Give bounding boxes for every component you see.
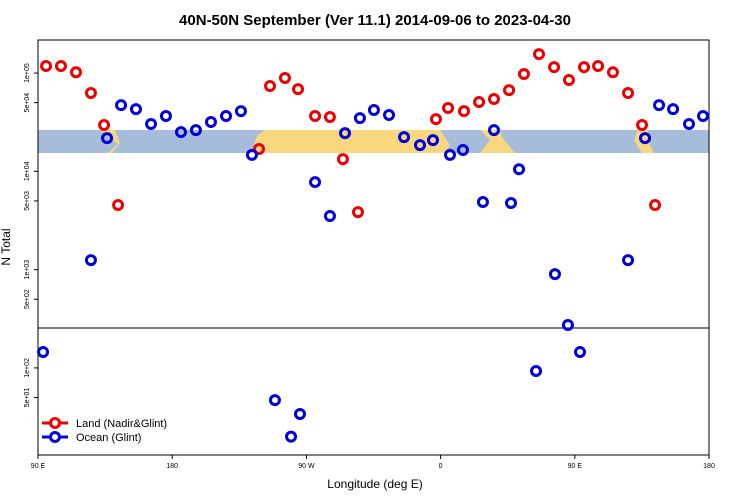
point [561,319,574,332]
point [309,176,322,189]
point [336,153,349,166]
land-shape [38,130,709,153]
chart-title: 40N-50N September (Ver 11.1) 2014-09-06 … [179,12,571,29]
y-tick-label: 1e+02 [24,358,31,378]
y-axis-label: N Total [0,228,13,265]
point [487,124,500,137]
point [548,268,561,281]
point [285,430,298,443]
point [513,163,526,176]
x-tick-label: 90 E [568,463,583,470]
point [667,103,680,116]
point [548,61,561,74]
y-tick-label: 5e+01 [24,388,31,408]
point [398,131,411,144]
point [234,105,247,118]
point [606,66,619,79]
point [220,109,233,122]
point [278,72,291,85]
point [426,134,439,147]
legend-label: Ocean (Glint) [76,432,141,444]
point [476,196,489,209]
point [252,142,265,155]
point [443,148,456,161]
y-tick-label: 1e+04 [24,161,31,181]
x-tick-label: 180 [166,463,178,470]
point [84,86,97,99]
point [639,132,652,145]
y-tick-label: 1e+05 [24,63,31,83]
point [367,103,380,116]
point [649,199,662,212]
legend-marker [49,431,61,443]
point [189,124,202,137]
point [174,126,187,139]
y-tick-label: 5e+02 [24,289,31,309]
point [517,68,530,81]
point [101,132,114,145]
point [351,206,364,219]
point [578,61,591,74]
point [339,127,352,140]
point [503,84,516,97]
point [383,109,396,122]
point [562,74,575,87]
point [145,118,158,131]
y-tick-label: 5e+03 [24,191,31,211]
point [292,83,305,96]
point [473,96,486,109]
point [159,109,172,122]
map-band [38,130,709,153]
point [40,60,53,73]
point [653,99,666,112]
point [414,139,427,152]
x-axis-label: Longitude (deg E) [327,477,422,491]
x-tick-label: 180 [703,463,715,470]
point [442,102,455,115]
point [70,66,83,79]
point [504,197,517,210]
point [458,105,471,118]
point [129,103,142,116]
point [112,199,125,212]
point [429,113,442,126]
x-tick-label: 90 W [298,463,315,470]
point [264,80,277,93]
x-tick-label: 0 [439,463,443,470]
point [245,148,258,161]
point [697,109,710,122]
point [204,115,217,128]
plot-frame [37,39,710,456]
point [37,346,50,359]
point [622,86,635,99]
point [574,346,587,359]
point [115,99,128,112]
legend-marker [49,417,61,429]
point [323,210,336,223]
point [456,143,469,156]
point [309,109,322,122]
point [54,60,67,73]
point [98,119,111,132]
point [293,407,306,420]
point [268,394,281,407]
y-tick-label: 5e+04 [24,93,31,113]
y-tick-label: 1e+03 [24,260,31,280]
point [323,111,336,124]
x-tick-label: 90 E [31,463,46,470]
point [487,92,500,105]
point [592,60,605,73]
point [636,119,649,132]
point [683,118,696,131]
point [622,254,635,267]
point [533,48,546,61]
point [530,365,543,378]
point [84,254,97,267]
point [353,112,366,125]
legend-label: Land (Nadir&Glint) [76,418,167,430]
